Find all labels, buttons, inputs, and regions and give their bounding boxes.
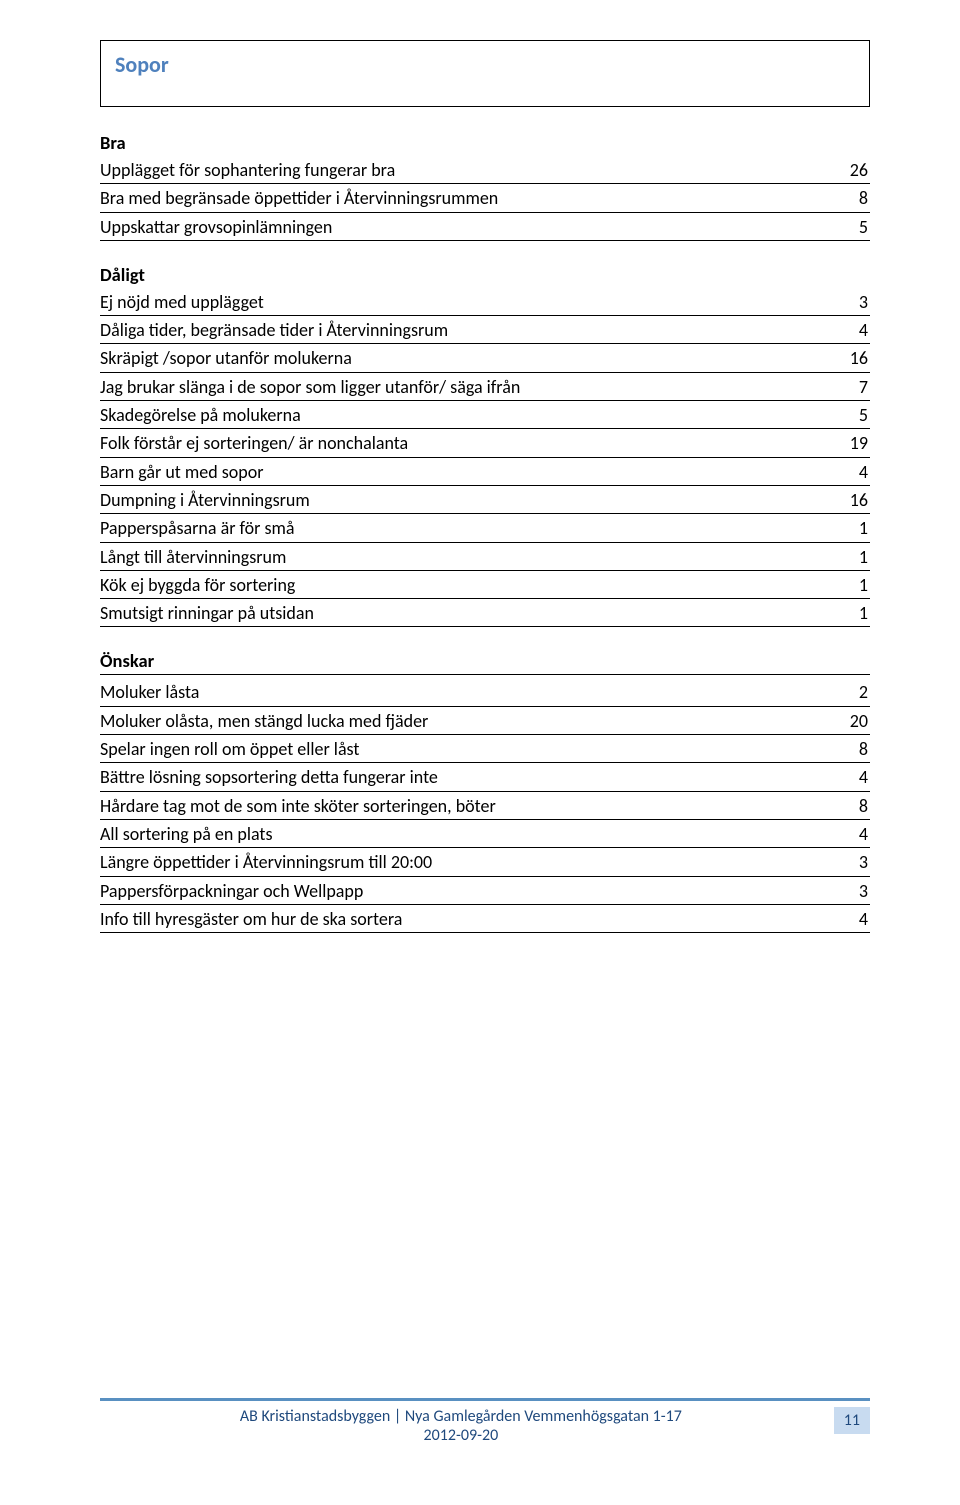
table-row: All sortering på en plats4 [100,820,870,848]
page-content: Sopor BraUpplägget för sophantering fung… [0,0,960,933]
row-label: Dåliga tider, begränsade tider i Återvin… [100,318,824,342]
row-value: 8 [824,794,870,818]
row-label: Barn går ut med sopor [100,460,824,484]
row-label: Bättre lösning sopsortering detta funger… [100,765,824,789]
row-value: 1 [824,545,870,569]
table-row: Hårdare tag mot de som inte sköter sorte… [100,792,870,820]
table-row: Kök ej byggda för sortering1 [100,571,870,599]
row-value: 8 [824,186,870,210]
page-footer: AB Kristianstadsbyggen | Nya Gamlegården… [100,1398,870,1445]
footer-text: AB Kristianstadsbyggen | Nya Gamlegården… [100,1407,822,1445]
row-value: 2 [824,680,870,704]
row-label: Jag brukar slänga i de sopor som ligger … [100,375,824,399]
row-label: Skräpigt /sopor utanför molukerna [100,346,824,370]
row-label: Uppskattar grovsopinlämningen [100,215,824,239]
row-label: Pappersförpackningar och Wellpapp [100,879,824,903]
table-row: Moluker olåsta, men stängd lucka med fjä… [100,707,870,735]
row-label: Spelar ingen roll om öppet eller låst [100,737,824,761]
table-row: Moluker låsta2 [100,678,870,706]
footer-line-1: AB Kristianstadsbyggen | Nya Gamlegården… [240,1407,682,1426]
table-row: Papperspåsarna är för små1 [100,514,870,542]
row-value: 8 [824,737,870,761]
section-heading: Önskar [100,649,870,675]
row-value: 1 [824,573,870,597]
table-row: Pappersförpackningar och Wellpapp3 [100,877,870,905]
row-label: Ej nöjd med upplägget [100,290,824,314]
row-value: 4 [824,318,870,342]
row-value: 1 [824,601,870,625]
row-label: Dumpning i Återvinningsrum [100,488,824,512]
row-value: 26 [824,158,870,182]
table-row: Barn går ut med sopor4 [100,458,870,486]
table-row: Smutsigt rinningar på utsidan1 [100,599,870,627]
row-label: Längre öppettider i Återvinningsrum till… [100,850,824,874]
table-row: Jag brukar slänga i de sopor som ligger … [100,373,870,401]
table-row: Bra med begränsade öppettider i Återvinn… [100,184,870,212]
row-value: 16 [824,488,870,512]
table-row: Skadegörelse på molukerna5 [100,401,870,429]
row-label: Smutsigt rinningar på utsidan [100,601,824,625]
row-label: All sortering på en plats [100,822,824,846]
row-label: Papperspåsarna är för små [100,516,824,540]
row-label: Skadegörelse på molukerna [100,403,824,427]
table-row: Folk förstår ej sorteringen/ är nonchala… [100,429,870,457]
table-row: Skräpigt /sopor utanför molukerna16 [100,344,870,372]
row-value: 3 [824,879,870,903]
row-value: 3 [824,850,870,874]
row-value: 4 [824,907,870,931]
row-label: Bra med begränsade öppettider i Återvinn… [100,186,824,210]
row-label: Kök ej byggda för sortering [100,573,824,597]
table-row: Spelar ingen roll om öppet eller låst8 [100,735,870,763]
row-label: Långt till återvinningsrum [100,545,824,569]
row-value: 3 [824,290,870,314]
section: BraUpplägget för sophantering fungerar b… [100,131,870,241]
row-label: Moluker olåsta, men stängd lucka med fjä… [100,709,824,733]
row-value: 16 [824,346,870,370]
row-value: 5 [824,215,870,239]
section-heading: Dåligt [100,263,870,288]
sections-container: BraUpplägget för sophantering fungerar b… [100,131,870,933]
footer-line-2: 2012-09-20 [424,1426,499,1445]
row-label: Moluker låsta [100,680,824,704]
document-title: Sopor [115,51,855,78]
row-value: 20 [824,709,870,733]
table-row: Längre öppettider i Återvinningsrum till… [100,848,870,876]
row-value: 4 [824,822,870,846]
title-box: Sopor [100,40,870,107]
row-label: Hårdare tag mot de som inte sköter sorte… [100,794,824,818]
table-row: Dåliga tider, begränsade tider i Återvin… [100,316,870,344]
section: ÖnskarMoluker låsta2Moluker olåsta, men … [100,649,870,933]
table-row: Uppskattar grovsopinlämningen5 [100,213,870,241]
section: DåligtEj nöjd med upplägget3Dåliga tider… [100,263,870,628]
table-row: Långt till återvinningsrum1 [100,543,870,571]
row-value: 19 [824,431,870,455]
table-row: Upplägget för sophantering fungerar bra2… [100,156,870,184]
row-value: 4 [824,460,870,484]
row-value: 1 [824,516,870,540]
table-row: Info till hyresgäster om hur de ska sort… [100,905,870,933]
row-label: Info till hyresgäster om hur de ska sort… [100,907,824,931]
row-label: Upplägget för sophantering fungerar bra [100,158,824,182]
table-row: Dumpning i Återvinningsrum16 [100,486,870,514]
footer-page-number: 11 [834,1407,870,1434]
row-value: 4 [824,765,870,789]
table-row: Bättre lösning sopsortering detta funger… [100,763,870,791]
row-label: Folk förstår ej sorteringen/ är nonchala… [100,431,824,455]
section-heading: Bra [100,131,870,156]
row-value: 7 [824,375,870,399]
table-row: Ej nöjd med upplägget3 [100,288,870,316]
row-value: 5 [824,403,870,427]
